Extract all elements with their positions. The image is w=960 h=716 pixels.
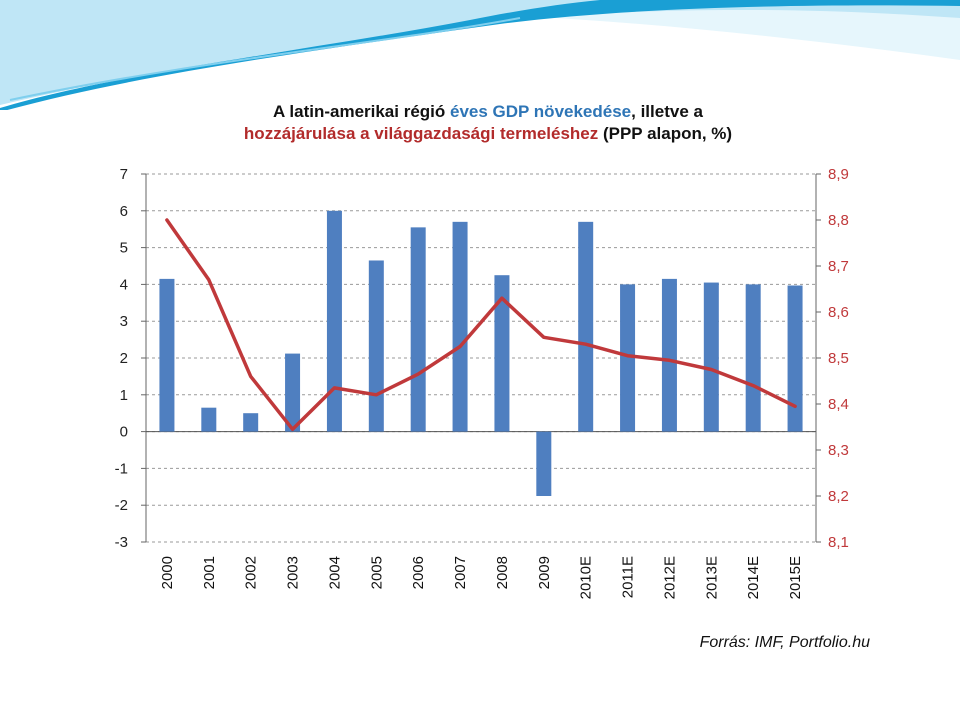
gdp-bar [578, 221, 594, 432]
x-tick-label: 2010E [578, 556, 595, 599]
x-tick-label: 2004 [326, 556, 343, 589]
x-tick-label: 2014E [745, 556, 762, 599]
gdp-bar [620, 284, 636, 432]
x-tick-label: 2008 [494, 556, 511, 589]
left-tick-label: 0 [120, 424, 128, 441]
chart-panel: A latin-amerikai régió éves GDP növekedé… [92, 92, 884, 664]
world-share-line [165, 218, 797, 432]
gdp-bar [745, 284, 761, 432]
right-tick-label: 8,6 [828, 304, 849, 321]
swoosh-light [0, 0, 960, 60]
x-tick-label: 2006 [410, 556, 427, 589]
gdp-bar [159, 278, 175, 432]
source-note: Forrás: IMF, Portfolio.hu [699, 634, 870, 651]
right-tick-label: 8,5 [828, 350, 849, 367]
x-tick-label: 2002 [243, 556, 260, 589]
chart-title-line-2: hozzájárulása a világgazdasági termelésh… [92, 124, 884, 144]
x-tick-label: 2011E [620, 556, 637, 598]
gdp-bar [452, 221, 468, 432]
gdp-bar [368, 260, 384, 432]
left-tick-label: -1 [115, 460, 128, 477]
title-part-5: (PPP alapon, %) [598, 124, 733, 143]
gdp-bar [285, 353, 301, 432]
x-tick-label: 2003 [285, 556, 302, 589]
gdp-bar [243, 413, 259, 432]
right-tick-label: 8,7 [828, 258, 849, 275]
left-tick-label: 3 [120, 313, 128, 330]
left-tick-label: 1 [120, 387, 128, 404]
right-tick-label: 8,3 [828, 442, 849, 459]
combo-chart: 7 6 5 4 3 2 1 0 -1 -2 -3 8,9 8,8 8,7 8,6 8,5 8,4 8,3 8,2 8,… [115, 166, 849, 599]
x-tick-label: 2009 [536, 556, 553, 589]
x-tick-label: 2000 [159, 556, 176, 589]
title-part-3: , illetve a [631, 102, 703, 121]
x-tick-label: 2012E [661, 556, 678, 599]
x-tick-label: 2005 [368, 556, 385, 589]
chart-title-line-1: A latin-amerikai régió éves GDP növekedé… [92, 102, 884, 122]
swoosh-mid [0, 0, 960, 105]
header-swoosh-decoration [0, 0, 960, 110]
x-tick-label: 2013E [703, 556, 720, 599]
x-tick-label: 2015E [787, 556, 804, 599]
title-part-2: éves GDP növekedése [450, 102, 632, 121]
swoosh-accent [9, 17, 521, 101]
title-part-1: A latin-amerikai régió [273, 102, 450, 121]
gdp-bar [326, 210, 342, 432]
left-tick-label: 6 [120, 203, 128, 220]
right-tick-label: 8,4 [828, 396, 849, 413]
gdp-bar [787, 285, 803, 432]
right-tick-label: 8,2 [828, 488, 849, 505]
left-tick-label: -3 [115, 534, 128, 551]
gdp-bar [201, 407, 217, 432]
gdp-bar [661, 278, 677, 432]
right-tick-label: 8,1 [828, 534, 849, 551]
gdp-bar [494, 275, 510, 432]
left-tick-label: 7 [120, 166, 128, 183]
gdp-bar [536, 431, 552, 496]
right-tick-label: 8,9 [828, 166, 849, 183]
left-tick-label: -2 [115, 497, 128, 514]
x-tick-label: 2001 [201, 556, 218, 589]
swoosh-dark [0, 0, 960, 110]
right-tick-label: 8,8 [828, 212, 849, 229]
x-tick-label: 2007 [452, 556, 469, 589]
gdp-bar [410, 227, 426, 432]
left-tick-label: 2 [120, 350, 128, 367]
left-tick-label: 4 [120, 276, 128, 293]
title-part-4: hozzájárulása a világgazdasági termelésh… [243, 124, 599, 143]
left-tick-label: 5 [120, 240, 128, 257]
gdp-bar [703, 282, 719, 432]
